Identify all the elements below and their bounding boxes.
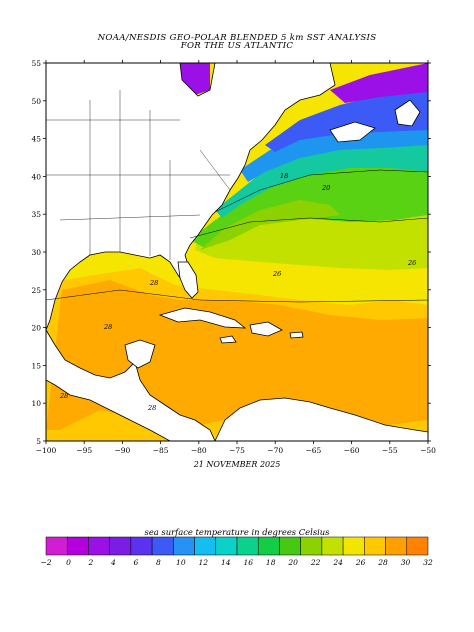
isotherm-contours bbox=[45, 169, 429, 303]
sst-shelf-band bbox=[215, 142, 428, 218]
legend-swatch bbox=[236, 536, 259, 556]
legend-label: 24 bbox=[332, 558, 343, 567]
sst-warm-core-band bbox=[200, 200, 340, 250]
legend-swatches bbox=[45, 536, 429, 556]
contour-label: 28 bbox=[59, 392, 68, 400]
legend-swatch bbox=[194, 536, 217, 556]
state-boundaries bbox=[46, 90, 231, 260]
legend-label: 22 bbox=[310, 558, 321, 567]
legend-label: −2 bbox=[40, 558, 51, 567]
newfoundland-land bbox=[394, 99, 421, 127]
lat-tick-label: 25 bbox=[31, 286, 41, 295]
lat-tick-label: 15 bbox=[31, 361, 41, 370]
lon-tick-label: −75 bbox=[229, 446, 245, 455]
lon-tick-label: −80 bbox=[191, 446, 207, 455]
legend-label: 4 bbox=[110, 558, 116, 567]
lon-tick-label: −85 bbox=[153, 446, 169, 455]
florida-land bbox=[177, 261, 199, 299]
legend-label: 0 bbox=[66, 558, 71, 567]
lon-tick-label: −55 bbox=[382, 446, 398, 455]
title-line-1: NOAA/NESDIS GEO-POLAR BLENDED 5 km SST A… bbox=[97, 33, 377, 43]
legend-label: 10 bbox=[176, 558, 186, 567]
hispaniola-land bbox=[249, 321, 283, 337]
lat-tick-label: 40 bbox=[31, 172, 41, 181]
title-line-2: FOR THE US ATLANTIC bbox=[180, 41, 294, 51]
lat-tick-label: 5 bbox=[36, 437, 41, 446]
sst-north-band bbox=[265, 90, 428, 152]
sst-labrador-band bbox=[330, 63, 428, 103]
legend-label: 6 bbox=[133, 558, 138, 567]
lon-tick-label: −70 bbox=[267, 446, 283, 455]
lon-tick-label: −90 bbox=[114, 446, 130, 455]
legend-label: 20 bbox=[287, 558, 298, 567]
lon-tick-label: −50 bbox=[420, 446, 436, 455]
sst-cold-band bbox=[240, 128, 428, 182]
legend-swatch bbox=[66, 536, 89, 556]
latitude-axis: 55 50 45 40 35 30 25 20 15 10 5 bbox=[31, 59, 431, 446]
lon-tick-label: −60 bbox=[344, 446, 360, 455]
legend-title: sea surface temperature in degrees Celsi… bbox=[144, 527, 330, 537]
lat-tick-label: 50 bbox=[31, 97, 41, 106]
legend-swatch bbox=[406, 536, 429, 556]
legend-label: 18 bbox=[266, 558, 276, 567]
lat-tick-label: 20 bbox=[31, 324, 41, 333]
legend-label: 2 bbox=[88, 558, 94, 567]
lat-tick-label: 55 bbox=[31, 59, 41, 68]
legend-swatch bbox=[364, 536, 386, 556]
legend-swatch bbox=[45, 536, 68, 556]
legend-swatch bbox=[151, 536, 174, 556]
lon-tick-label: −95 bbox=[76, 446, 92, 455]
legend-swatch bbox=[257, 536, 280, 556]
legend-swatch bbox=[130, 536, 153, 556]
lon-tick-label: −65 bbox=[305, 446, 321, 455]
lat-tick-label: 10 bbox=[31, 399, 41, 408]
contour-label: 28 bbox=[149, 279, 158, 287]
contour-label: 28 bbox=[103, 323, 112, 331]
legend-swatch bbox=[88, 536, 110, 556]
central-america-land bbox=[45, 328, 216, 442]
lon-tick-label: −100 bbox=[36, 446, 57, 455]
nova-scotia-land bbox=[329, 121, 376, 143]
contour-label: 26 bbox=[407, 259, 416, 267]
legend-label: 12 bbox=[199, 558, 209, 567]
legend-swatch bbox=[173, 536, 195, 556]
cuba-land bbox=[158, 307, 247, 329]
legend-swatch bbox=[342, 536, 365, 556]
legend-swatch bbox=[300, 536, 323, 556]
lat-tick-label: 30 bbox=[31, 248, 41, 257]
contour-label: 26 bbox=[272, 270, 281, 278]
lat-tick-label: 35 bbox=[31, 210, 41, 219]
longitude-axis: −100 −95 −90 −85 −80 −75 −70 −65 −60 −55 −50 bbox=[36, 60, 436, 455]
legend-swatch bbox=[279, 536, 301, 556]
yucatan-land bbox=[124, 339, 156, 369]
legend-label: 8 bbox=[156, 558, 161, 567]
puerto-rico-land bbox=[289, 331, 304, 339]
legend-swatch bbox=[109, 536, 132, 556]
analysis-date: 21 NOVEMBER 2025 bbox=[193, 460, 281, 469]
legend-swatch bbox=[215, 536, 238, 556]
legend-label: 30 bbox=[401, 558, 411, 567]
north-america-land bbox=[45, 62, 336, 331]
contour-labels: 26 26 28 28 28 28 20 18 bbox=[59, 172, 416, 412]
legend-label: 16 bbox=[243, 558, 253, 567]
land-masses bbox=[45, 62, 429, 442]
legend-swatch bbox=[385, 536, 408, 556]
legend-label: 28 bbox=[377, 558, 388, 567]
contour-label: 18 bbox=[280, 172, 288, 180]
legend-label: 32 bbox=[423, 558, 433, 567]
legend-labels: −2 0 2 4 6 8 10 12 14 16 18 20 22 24 26 28 30 32 bbox=[40, 558, 433, 567]
jamaica-land bbox=[219, 335, 237, 344]
contour-label: 28 bbox=[147, 404, 156, 412]
lat-tick-label: 45 bbox=[31, 135, 41, 144]
legend-swatch bbox=[321, 536, 344, 556]
legend-label: 14 bbox=[221, 558, 231, 567]
legend-label: 26 bbox=[355, 558, 366, 567]
contour-label: 20 bbox=[321, 184, 330, 192]
